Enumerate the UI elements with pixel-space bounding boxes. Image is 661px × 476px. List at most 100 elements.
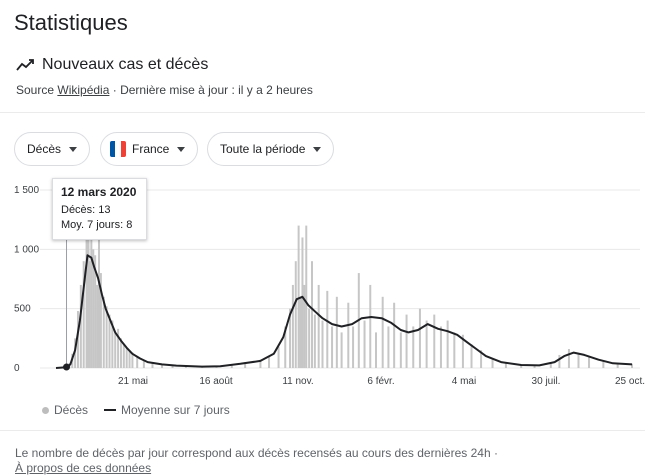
bar xyxy=(79,284,82,368)
caret-down-icon xyxy=(177,146,186,152)
bar xyxy=(305,225,308,368)
chart-subtitle: Nouveaux cas et décès xyxy=(42,56,209,73)
bar xyxy=(311,261,313,368)
x-tick-label: 11 nov. xyxy=(282,376,313,387)
bar xyxy=(184,366,187,368)
legend-line-swatch xyxy=(104,409,117,411)
bar xyxy=(171,365,174,368)
bar xyxy=(470,344,473,368)
bar xyxy=(313,314,316,368)
bar xyxy=(284,326,287,368)
bar xyxy=(111,320,114,368)
bar xyxy=(347,302,350,368)
bar xyxy=(412,326,415,368)
bar xyxy=(399,332,402,368)
metric-dropdown-label: Décès xyxy=(27,142,62,156)
bar xyxy=(393,302,396,368)
bar xyxy=(92,249,95,368)
period-dropdown[interactable]: Toute la période xyxy=(207,132,335,166)
bar xyxy=(85,231,88,368)
bar xyxy=(446,320,449,368)
x-tick-label: 16 août xyxy=(199,376,233,387)
bar xyxy=(533,365,536,368)
bar xyxy=(90,225,93,368)
bar xyxy=(317,284,320,368)
bar xyxy=(277,346,280,368)
x-tick-label: 25 oct. xyxy=(615,376,645,387)
bar xyxy=(119,338,122,368)
bar xyxy=(326,290,329,368)
bar xyxy=(504,363,507,368)
y-tick-label: 1 500 xyxy=(14,185,39,196)
bar xyxy=(301,237,304,368)
bar xyxy=(340,332,343,368)
legend-bars-label: Décès xyxy=(54,403,89,417)
country-dropdown[interactable]: France xyxy=(100,132,199,166)
bar xyxy=(289,308,292,368)
bar xyxy=(588,357,591,368)
bar xyxy=(577,353,580,368)
chart-legend: Décès Moyenne sur 7 jours xyxy=(42,403,230,417)
bar xyxy=(102,296,105,368)
country-dropdown-label: France xyxy=(132,142,170,156)
bar xyxy=(244,362,247,368)
data-note: Le nombre de décès par jour correspond a… xyxy=(15,446,498,460)
y-tick-label: 1 000 xyxy=(14,244,39,255)
x-tick-label: 30 juil. xyxy=(532,376,561,387)
bar xyxy=(433,314,436,368)
bar xyxy=(105,306,108,368)
about-data-link[interactable]: À propos de ces données xyxy=(15,461,152,475)
bar xyxy=(114,332,117,368)
bar xyxy=(294,261,297,368)
bar xyxy=(405,314,408,368)
source-link[interactable]: Wikipédia xyxy=(57,83,110,97)
bar xyxy=(491,358,494,368)
bar xyxy=(335,296,338,368)
bar xyxy=(82,261,85,368)
average-line xyxy=(55,254,633,369)
bar xyxy=(161,365,164,368)
tooltip-deaths: Décès: 13 xyxy=(61,204,111,216)
bar xyxy=(131,352,134,368)
bar xyxy=(375,332,377,368)
bar xyxy=(151,363,154,368)
last-update: · Dernière mise à jour : il y a 2 heures xyxy=(112,83,313,97)
deaths-chart[interactable]: 0 500 1 000 1 500 21 mai 16 août 11 nov. 6 févr… xyxy=(0,178,661,398)
bar xyxy=(99,273,102,368)
metric-dropdown[interactable]: Décès xyxy=(14,132,91,166)
bar xyxy=(297,225,300,368)
trending-icon xyxy=(16,59,34,71)
period-dropdown-label: Toute la période xyxy=(220,142,306,156)
bar xyxy=(425,320,428,368)
divider xyxy=(0,430,645,431)
divider xyxy=(0,112,645,113)
bar xyxy=(387,326,390,368)
bar xyxy=(230,365,233,368)
legend-bars-swatch xyxy=(42,406,49,414)
hover-point xyxy=(63,363,71,371)
bar xyxy=(128,350,131,368)
bar xyxy=(567,349,570,368)
bar xyxy=(136,356,139,368)
bar xyxy=(308,308,311,368)
chart-tooltip: 12 mars 2020 Décès: 13 Moy. 7 jours: 8 xyxy=(52,178,147,240)
source-prefix: Source xyxy=(16,83,55,97)
source-line: Source Wikipédia · Dernière mise à jour … xyxy=(16,83,313,97)
bar xyxy=(369,284,372,368)
bar xyxy=(631,363,633,368)
x-tick-label: 21 mai xyxy=(118,376,148,387)
bar xyxy=(480,350,483,368)
bar xyxy=(558,354,561,368)
bar xyxy=(352,326,355,368)
bar xyxy=(520,365,523,368)
bar xyxy=(549,362,552,368)
bar xyxy=(291,284,294,368)
bar xyxy=(439,326,442,368)
y-tick-label: 500 xyxy=(14,304,31,315)
france-flag-icon xyxy=(110,141,126,157)
bar xyxy=(122,344,125,368)
bar xyxy=(303,284,306,368)
bar xyxy=(616,363,619,368)
bar xyxy=(363,320,366,368)
bar xyxy=(88,261,91,368)
